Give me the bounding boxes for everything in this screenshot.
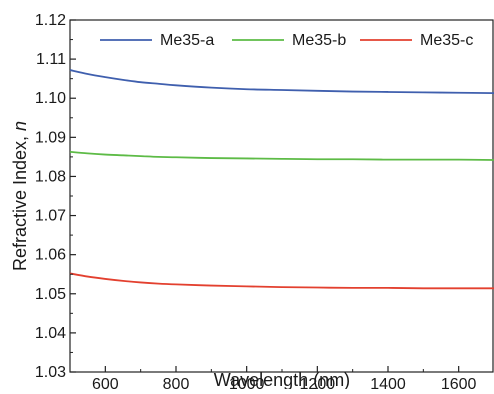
y-axis-title-text: Refractive Index, — [10, 131, 30, 271]
x-axis-title: Wavelength (nm) — [214, 370, 350, 389]
series-line-me35-b — [69, 150, 494, 161]
y-tick-label: 1.11 — [36, 51, 66, 68]
x-tick-label: 1600 — [441, 376, 477, 389]
legend-label-me35-b: Me35-b — [292, 32, 346, 49]
y-tick-label: 1.06 — [35, 247, 66, 264]
y-axis-title: Refractive Index, n — [10, 121, 30, 271]
y-tick-label: 1.07 — [35, 208, 66, 225]
legend: Me35-a Me35-b Me35-c — [100, 32, 473, 49]
x-tick-label: 600 — [92, 376, 119, 389]
legend-label-me35-c: Me35-c — [420, 32, 473, 49]
plot-frame — [69, 19, 494, 373]
y-tick-label: 1.08 — [35, 168, 66, 185]
y-axis-title-symbol: n — [10, 121, 30, 131]
y-tick-label: 1.05 — [35, 286, 66, 303]
y-tick-label: 1.10 — [35, 90, 66, 107]
series-layer — [69, 69, 494, 290]
y-tick-label: 1.03 — [35, 364, 66, 381]
plot-area — [69, 19, 494, 373]
series-line-me35-c — [69, 272, 494, 290]
y-tick-label: 1.09 — [35, 129, 66, 146]
axes-layer: 600 800 1000 1200 1400 16001.031.041.051.061.… — [35, 12, 477, 393]
legend-label-me35-a: Me35-a — [160, 32, 214, 49]
x-tick-label: 1400 — [370, 376, 406, 389]
y-tick-label: 1.04 — [35, 325, 66, 342]
x-tick-label: 800 — [163, 376, 190, 389]
y-tick-label: 1.12 — [35, 12, 66, 29]
series-line-me35-a — [69, 69, 494, 95]
